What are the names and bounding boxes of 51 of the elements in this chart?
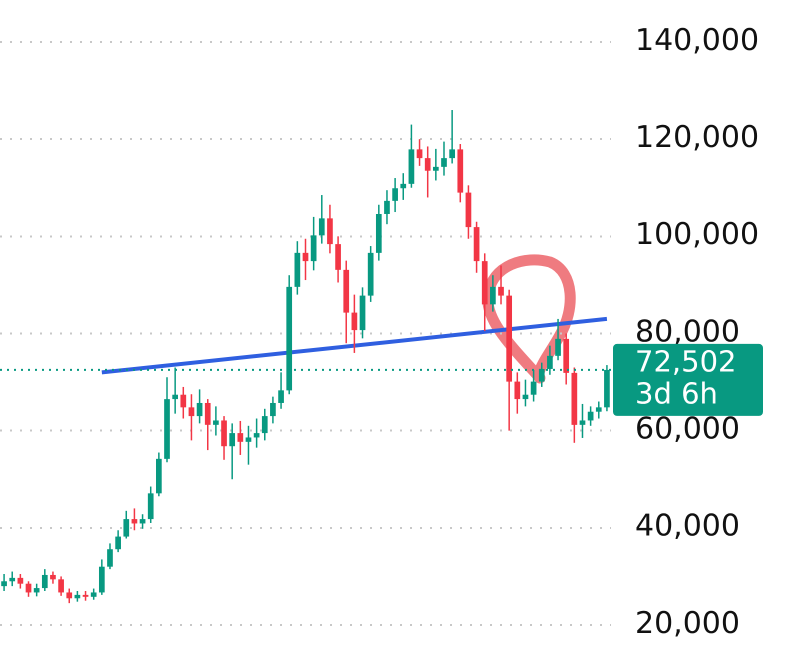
candlestick — [262, 408, 268, 442]
candlestick — [90, 588, 97, 600]
candlestick — [352, 294, 358, 354]
candlestick — [107, 542, 113, 570]
candlestick — [1, 573, 7, 592]
candlestick — [416, 138, 422, 167]
candlestick — [449, 109, 455, 164]
y-tick-label: 120,000 — [635, 120, 760, 155]
candlestick — [9, 570, 16, 587]
candlestick — [204, 398, 211, 451]
candlestick — [66, 588, 72, 604]
candlestick — [441, 140, 447, 176]
candlestick — [392, 177, 398, 213]
candlestick — [58, 576, 64, 597]
candlestick — [522, 378, 528, 408]
candlestick — [229, 422, 236, 480]
candlestick — [180, 386, 186, 420]
text: 3d 6h — [635, 376, 718, 410]
y-tick-label: 140,000 — [635, 22, 760, 58]
candlestick — [490, 274, 496, 312]
candlestick — [140, 513, 146, 530]
y-tick-label: 40,000 — [635, 508, 740, 544]
candlestick — [270, 396, 276, 424]
candlestick — [302, 238, 308, 281]
candlestick — [50, 570, 56, 584]
candlestick — [580, 403, 586, 439]
y-tick-label: 20,000 — [635, 606, 740, 641]
candlestick — [237, 420, 244, 456]
candlestick — [384, 189, 390, 225]
candlestick — [18, 573, 24, 590]
candlestick — [34, 582, 40, 598]
candlestick — [188, 393, 194, 442]
y-tick-label: 60,000 — [635, 411, 740, 446]
candlestick — [514, 372, 520, 414]
candlestick — [115, 530, 121, 553]
candlestick — [26, 580, 32, 598]
candlestick — [555, 318, 561, 361]
candlestick — [82, 590, 88, 602]
candlestick — [424, 146, 431, 198]
candlestick — [588, 406, 594, 427]
candlestick — [74, 590, 80, 602]
y-tick-label: 100,000 — [635, 217, 760, 252]
candlestick — [254, 418, 260, 448]
candlestick — [123, 510, 130, 540]
candlestick — [196, 388, 202, 424]
candlestick — [42, 568, 48, 592]
candlestick — [318, 194, 325, 244]
candlestick — [498, 264, 504, 306]
candlestick — [213, 406, 219, 436]
candlestick — [246, 425, 252, 466]
candlestick — [132, 508, 138, 532]
